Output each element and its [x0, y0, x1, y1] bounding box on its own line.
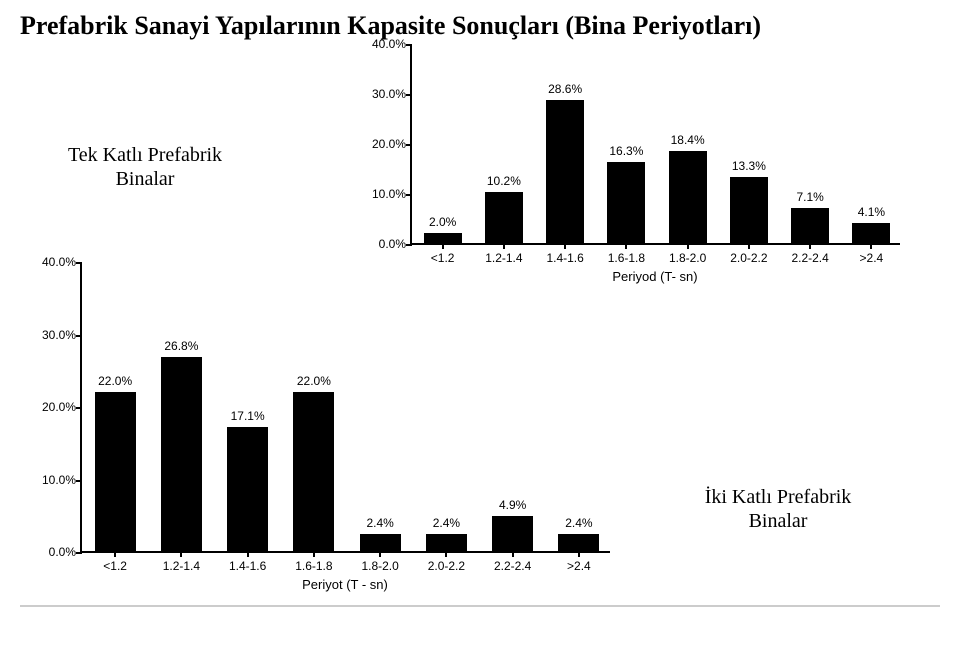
bar-value-label: 4.1% [841, 205, 902, 219]
bar-value-label: 2.4% [347, 516, 413, 530]
chart-top-plot: 2.0%10.2%28.6%16.3%18.4%13.3%7.1%4.1% 0.… [410, 45, 900, 245]
bar-slot: 17.1% [215, 261, 281, 551]
bar-value-label: 28.6% [535, 82, 596, 96]
bar [669, 151, 707, 243]
xtick: 1.8-2.0 [347, 551, 413, 573]
bar-value-label: 22.0% [281, 374, 347, 388]
bar-value-label: 16.3% [596, 144, 657, 158]
caption-top: Tek Katlı Prefabrik Binalar [55, 143, 235, 191]
xtick: 1.2-1.4 [148, 551, 214, 573]
bar [360, 534, 401, 551]
bar-value-label: 22.0% [82, 374, 148, 388]
bar-value-label: 18.4% [657, 133, 718, 147]
bar-slot: 2.0% [412, 43, 473, 243]
xtick: 2.0-2.2 [718, 243, 779, 265]
bar-value-label: 17.1% [215, 409, 281, 423]
bar-slot: 2.4% [546, 261, 612, 551]
bar-slot: 22.0% [82, 261, 148, 551]
bar-slot: 18.4% [657, 43, 718, 243]
bar [95, 392, 136, 552]
xtick: >2.4 [841, 243, 902, 265]
xtick: >2.4 [546, 551, 612, 573]
charts-layout: Tek Katlı Prefabrik Binalar 2.0% 10.2% 28.… [20, 45, 940, 635]
bar-slot: 13.3% [718, 43, 779, 243]
bar-slot: 4.9% [480, 261, 546, 551]
xtick: 2.2-2.4 [780, 243, 841, 265]
chart-top-bars: 2.0% 10.2% 28.6% 16.3%18.4%13.3% 7.1%4.1% [412, 45, 900, 243]
chart-bottom: 22.0%26.8%17.1%22.0%2.4%2.4%4.9%2.4% 0.0… [80, 263, 610, 553]
chart-bottom-xlabel: Periyot (T - sn) [80, 577, 610, 592]
bar [227, 427, 268, 551]
bar-slot: 28.6% [535, 43, 596, 243]
bar [426, 534, 467, 551]
bar [293, 392, 334, 552]
bar [730, 177, 768, 244]
xtick: 1.8-2.0 [657, 243, 718, 265]
bar-slot: 2.4% [347, 261, 413, 551]
bar-slot: 7.1% [780, 43, 841, 243]
bar [161, 357, 202, 551]
footer-divider [20, 605, 940, 607]
bar-slot: 2.4% [413, 261, 479, 551]
bar-slot: 4.1% [841, 43, 902, 243]
bar-value-label: 26.8% [148, 339, 214, 353]
caption-bottom: İki Katlı Prefabrik Binalar [688, 485, 868, 533]
bar-slot: 22.0% [281, 261, 347, 551]
bar [492, 516, 533, 552]
xtick: <1.2 [82, 551, 148, 573]
bar-value-label: 7.1% [780, 190, 841, 204]
bar-value-label: 13.3% [718, 159, 779, 173]
xtick: 1.6-1.8 [281, 551, 347, 573]
bar [852, 223, 890, 244]
bar-value-label: 4.9% [480, 498, 546, 512]
bar-value-label: 10.2% [473, 174, 534, 188]
chart-bottom-bars: 22.0%26.8%17.1%22.0%2.4%2.4%4.9%2.4% [82, 263, 610, 551]
bar [558, 534, 599, 551]
xtick: 1.4-1.6 [215, 551, 281, 573]
bar [607, 162, 645, 244]
bar-value-label: 2.4% [546, 516, 612, 530]
bar-value-label: 2.4% [413, 516, 479, 530]
chart-bottom-plot: 22.0%26.8%17.1%22.0%2.4%2.4%4.9%2.4% 0.0… [80, 263, 610, 553]
bar [546, 100, 584, 243]
xtick: 2.0-2.2 [413, 551, 479, 573]
bar [791, 208, 829, 244]
bar [424, 233, 462, 243]
bar-slot: 16.3% [596, 43, 657, 243]
bar-slot: 10.2% [473, 43, 534, 243]
xtick: 2.2-2.4 [480, 551, 546, 573]
chart-top: 2.0%10.2%28.6%16.3%18.4%13.3%7.1%4.1% 0.… [410, 45, 900, 245]
bar [485, 192, 523, 243]
page-title: Prefabrik Sanayi Yapılarının Kapasite So… [20, 10, 940, 41]
bar-value-label: 2.0% [412, 215, 473, 229]
bar-slot: 26.8% [148, 261, 214, 551]
